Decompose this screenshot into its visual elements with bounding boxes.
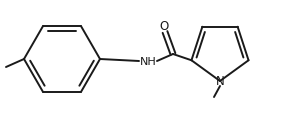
Text: NH: NH bbox=[139, 56, 156, 66]
Text: O: O bbox=[159, 20, 169, 33]
Text: N: N bbox=[216, 75, 224, 88]
